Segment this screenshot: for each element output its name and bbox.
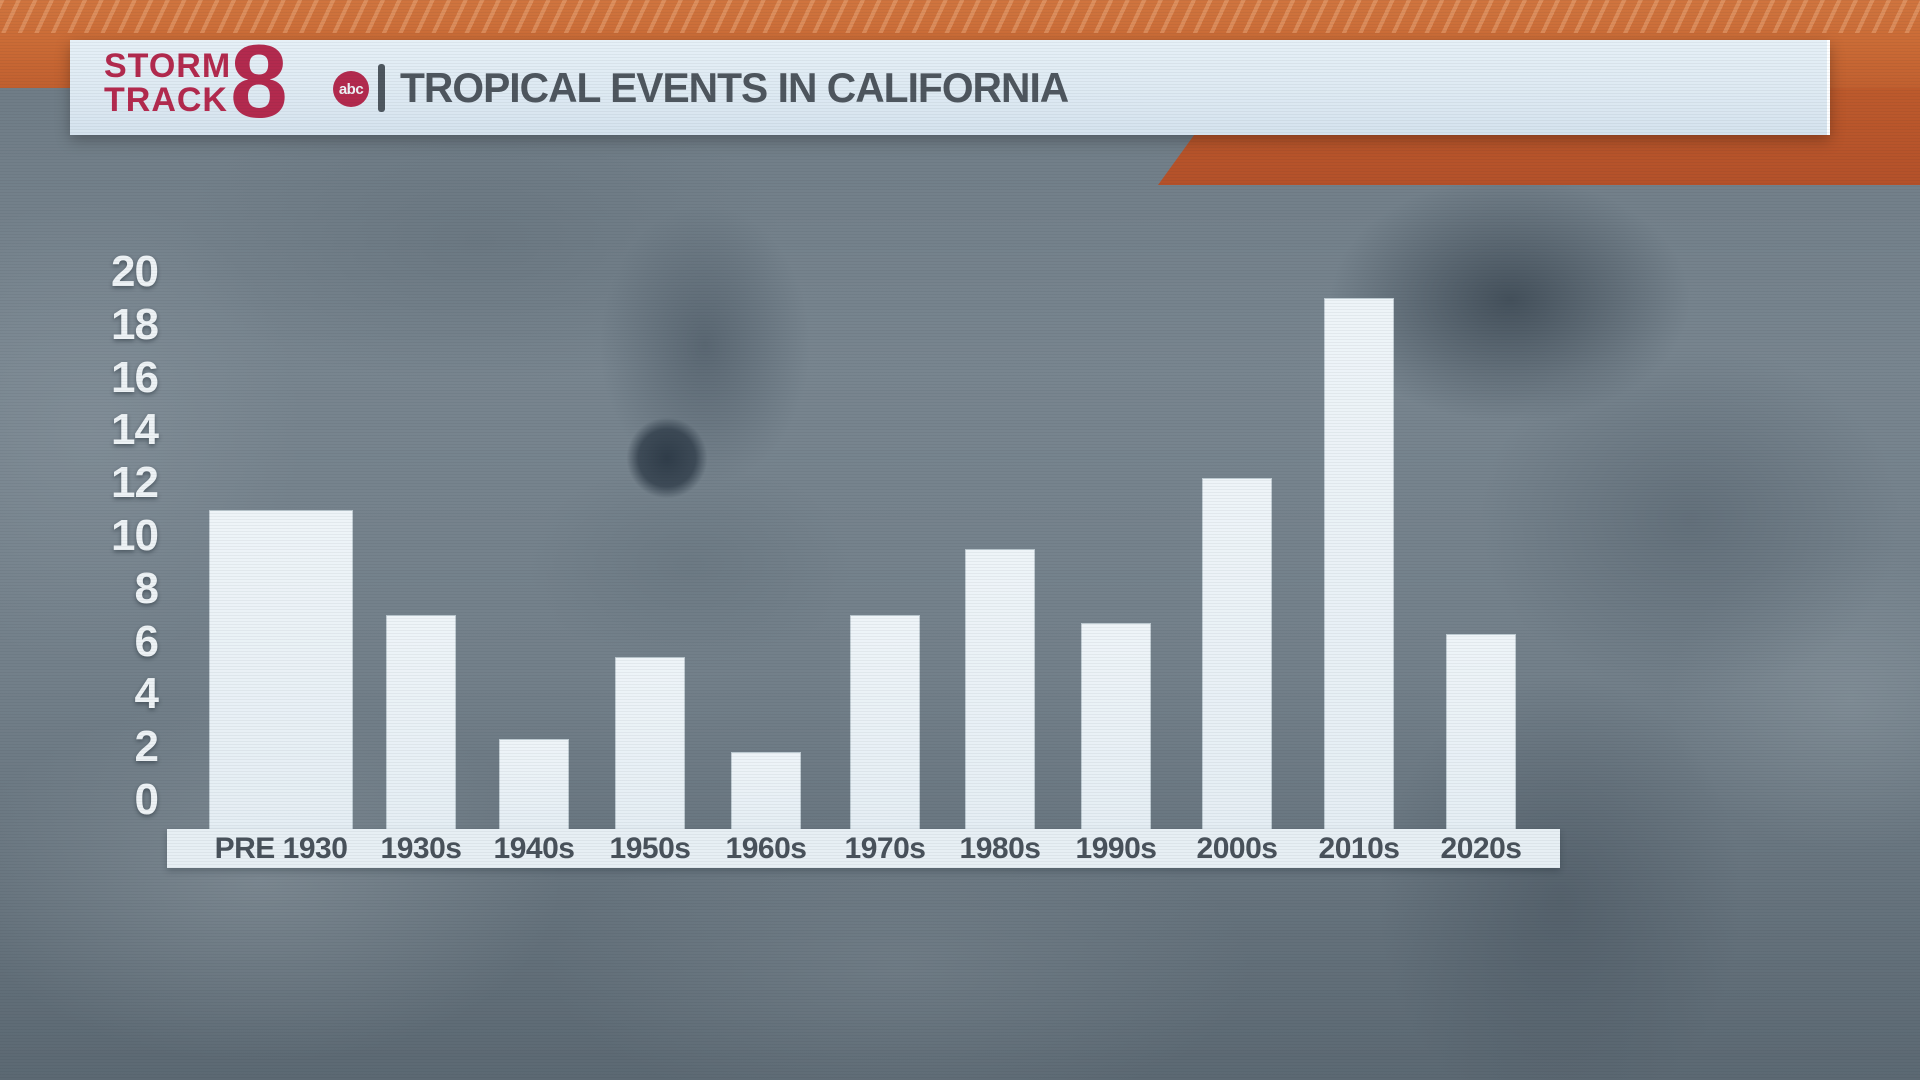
title-separator [378,64,385,112]
x-axis-label: 1940s [493,832,575,865]
bar-1970s [850,615,920,829]
x-axis-label: 1990s [1075,832,1157,865]
x-axis-label: 2010s [1318,832,1400,865]
x-axis-label: 1980s [959,832,1041,865]
page-title: TROPICAL EVENTS IN CALIFORNIA [400,63,1069,111]
storm-track-logo: STORM TRACK [104,49,231,117]
station-number: 8 [230,24,288,140]
y-tick-label: 10 [111,511,159,560]
diagonal-hatch-pattern [0,0,1920,33]
x-axis-label: 2020s [1440,832,1522,865]
x-axis-strip [167,829,1560,868]
x-axis-label: PRE 1930 [214,832,348,865]
bar-1960s [731,752,801,829]
x-axis-label: 2000s [1196,832,1278,865]
y-tick-label: 20 [111,247,159,296]
y-tick-label: 0 [134,775,159,824]
bar-1990s [1081,623,1151,829]
abc-network-logo: abc [333,71,369,107]
bar-1980s [965,549,1035,829]
logo-line-2: TRACK [104,81,228,119]
x-axis-label: 1960s [725,832,807,865]
x-axis-label: 1970s [844,832,926,865]
bar-1930s [386,615,456,829]
header-bar: STORM TRACK 8 abc TROPICAL EVENTS IN CAL… [70,30,1830,135]
bar-1940s [499,739,569,829]
bar-2000s [1202,477,1272,829]
abc-network-label: abc [338,80,364,98]
x-axis-label: 1950s [609,832,691,865]
y-tick-label: 2 [134,722,159,772]
bar-1950s [615,657,685,829]
y-tick-label: 8 [134,563,159,613]
bar-2010s [1324,298,1394,829]
y-tick-label: 18 [111,299,159,349]
bar-2020s [1446,633,1516,829]
y-tick-label: 6 [134,616,159,666]
y-tick-label: 16 [111,352,159,402]
logo-line-1: STORM [104,47,232,85]
bar-pre-1930 [209,509,353,829]
y-tick-label: 4 [134,669,159,719]
y-tick-label: 12 [111,458,159,508]
y-tick-label: 14 [111,405,159,455]
x-axis-label: 1930s [380,832,462,865]
